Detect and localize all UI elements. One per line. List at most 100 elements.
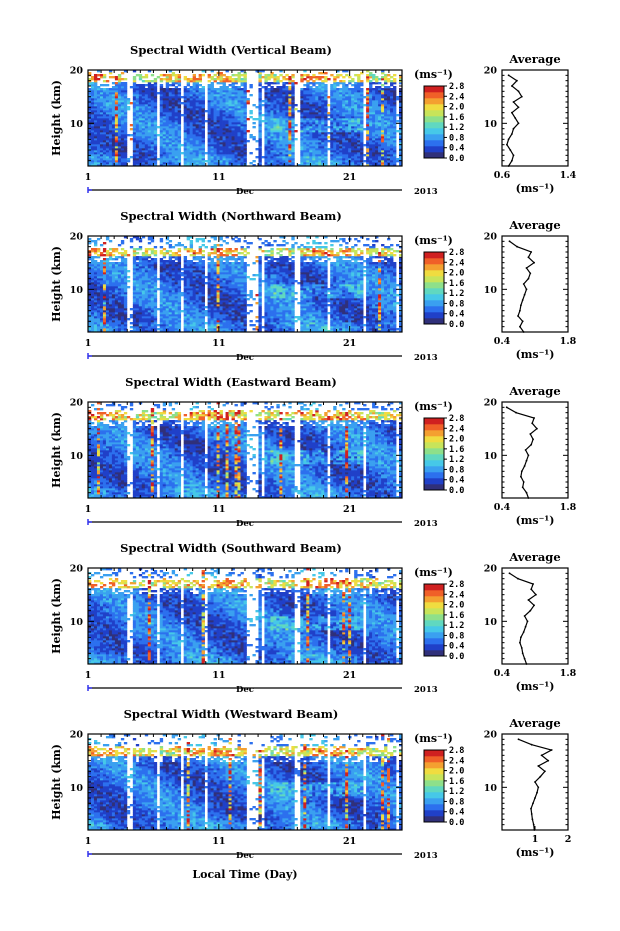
heatmap-cell <box>342 104 345 106</box>
heatmap-cell <box>199 92 202 94</box>
heatmap-cell <box>106 108 109 110</box>
average-profile-point <box>514 117 516 119</box>
heatmap-cell <box>366 124 369 126</box>
heatmap-cell <box>214 126 217 128</box>
heatmap-cell <box>369 136 372 138</box>
heatmap-cell <box>202 96 205 98</box>
heatmap-cell <box>366 110 369 112</box>
heatmap-cell <box>220 118 223 120</box>
heatmap-cell <box>330 156 333 158</box>
heatmap-cell <box>342 122 345 124</box>
heatmap-cell <box>112 294 115 296</box>
heatmap-cell <box>345 106 348 108</box>
heatmap-cell <box>94 314 97 316</box>
heatmap-cell <box>97 104 100 106</box>
heatmap-cell <box>285 118 288 120</box>
heatmap-cell <box>282 134 285 136</box>
heatmap-cell <box>118 118 121 120</box>
heatmap-cell <box>115 266 118 268</box>
heatmap-cell <box>279 152 282 154</box>
heatmap-cell <box>214 102 217 104</box>
heatmap-cell <box>139 114 142 116</box>
heatmap-cell <box>363 160 366 162</box>
heatmap-cell <box>211 92 214 94</box>
heatmap-cell <box>366 152 369 154</box>
heatmap-cell <box>336 160 339 162</box>
heatmap-cell <box>348 114 351 116</box>
heatmap-cell <box>211 84 214 86</box>
heatmap-cell <box>115 318 118 320</box>
heatmap-cell <box>232 82 235 84</box>
heatmap-cell <box>354 112 357 114</box>
heatmap-cell <box>327 104 330 106</box>
heatmap-cell <box>306 134 309 136</box>
heatmap-cell <box>112 102 115 104</box>
heatmap-cell <box>258 122 261 124</box>
heatmap-cell <box>309 116 312 118</box>
heatmap-cell <box>336 98 339 100</box>
heatmap-cell <box>273 140 276 142</box>
heatmap-cell <box>211 90 214 92</box>
heatmap-cell <box>136 318 139 320</box>
heatmap-cell <box>151 104 154 106</box>
heatmap-cell <box>115 84 118 86</box>
heatmap-cell <box>366 74 369 76</box>
heatmap-cell <box>300 90 303 92</box>
heatmap-cell <box>145 96 148 98</box>
heatmap-cell <box>318 126 321 128</box>
heatmap-cell <box>366 104 369 106</box>
heatmap-cell <box>187 138 190 140</box>
heatmap-cell <box>91 140 94 142</box>
heatmap-cell <box>97 108 100 110</box>
heatmap-cell <box>267 88 270 90</box>
heatmap-cell <box>369 118 372 120</box>
heatmap-cell <box>270 82 273 84</box>
heatmap-cell <box>124 134 127 136</box>
heatmap-cell <box>309 92 312 94</box>
heatmap-cell <box>393 156 396 158</box>
heatmap-cell <box>318 130 321 132</box>
heatmap-cell <box>115 284 118 286</box>
heatmap-cell <box>202 134 205 136</box>
heatmap-cell <box>139 286 142 288</box>
heatmap-cell <box>118 306 121 308</box>
heatmap-cell <box>312 112 315 114</box>
heatmap-cell <box>321 90 324 92</box>
heatmap-cell <box>166 84 169 86</box>
heatmap-cell <box>130 156 133 158</box>
heatmap-cell <box>106 316 109 318</box>
heatmap-cell <box>136 120 139 122</box>
heatmap-cell <box>190 94 193 96</box>
heatmap-cell <box>276 114 279 116</box>
heatmap-cell <box>357 136 360 138</box>
heatmap-cell <box>312 162 315 164</box>
heatmap-cell <box>172 152 175 154</box>
heatmap-cell <box>309 98 312 100</box>
heatmap-cell <box>139 98 142 100</box>
heatmap-cell <box>193 126 196 128</box>
heatmap-cell <box>285 106 288 108</box>
heatmap-cell <box>124 312 127 314</box>
heatmap-cell <box>273 150 276 152</box>
heatmap-cell <box>199 96 202 98</box>
heatmap-cell <box>121 94 124 96</box>
heatmap-cell <box>163 102 166 104</box>
heatmap-cell <box>387 124 390 126</box>
heatmap-cell <box>354 158 357 160</box>
heatmap-cell <box>97 304 100 306</box>
heatmap-cell <box>115 276 118 278</box>
heatmap-cell <box>115 150 118 152</box>
heatmap-cell <box>244 142 247 144</box>
heatmap-cell <box>348 80 351 82</box>
heatmap-cell <box>285 128 288 130</box>
heatmap-cell <box>333 144 336 146</box>
heatmap-cell <box>393 88 396 90</box>
heatmap-cell <box>106 274 109 276</box>
heatmap-cell <box>336 128 339 130</box>
heatmap-cell <box>372 134 375 136</box>
heatmap-cell <box>175 122 178 124</box>
heatmap-cell <box>217 88 220 90</box>
heatmap-cell <box>238 124 241 126</box>
heatmap-cell <box>166 118 169 120</box>
heatmap-cell <box>124 86 127 88</box>
